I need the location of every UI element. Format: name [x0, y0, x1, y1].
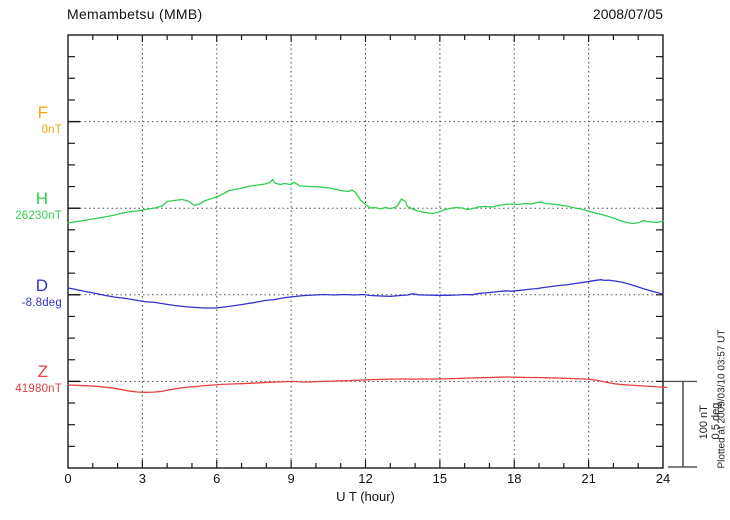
component-label-Z: Z 41980nT	[0, 362, 62, 396]
scale-bar-nt-label: 100 nT	[698, 405, 710, 440]
component-baseline-Z: 41980nT	[15, 383, 62, 395]
x-tick-label: 21	[581, 471, 596, 486]
plotted-at-note: Plotted at 2009/03/10 03:57 UT	[716, 329, 728, 469]
x-tick-label: 12	[358, 471, 373, 486]
x-tick-label: 6	[213, 471, 221, 486]
x-tick-label: 9	[287, 471, 295, 486]
x-tick-label: 3	[138, 471, 146, 486]
component-baseline-F: 0nT	[41, 124, 62, 136]
component-letter-D: D	[35, 276, 48, 295]
curve-D	[67, 279, 664, 309]
x-tick-label: 15	[432, 471, 448, 486]
component-label-D: D -8.8deg	[0, 276, 62, 310]
component-label-H: H 26230nT	[0, 189, 62, 223]
component-label-F: F 0nT	[0, 103, 62, 137]
curve-Z	[67, 376, 668, 393]
component-letter-Z: Z	[37, 362, 48, 381]
plot-date: 2008/07/05	[592, 6, 663, 22]
component-letter-H: H	[35, 189, 48, 208]
x-tick-label: 18	[507, 471, 522, 486]
plot-frame	[67, 34, 664, 469]
component-baseline-H: 26230nT	[15, 210, 62, 222]
observatory-title: Memambetsu (MMB)	[67, 6, 203, 22]
x-axis-title: U T (hour)	[336, 489, 395, 504]
x-tick-label: 0	[64, 471, 72, 486]
x-tick-label: 24	[655, 471, 671, 486]
component-letter-F: F	[37, 103, 48, 122]
component-baseline-D: -8.8deg	[21, 297, 62, 309]
curve-H	[67, 178, 664, 225]
